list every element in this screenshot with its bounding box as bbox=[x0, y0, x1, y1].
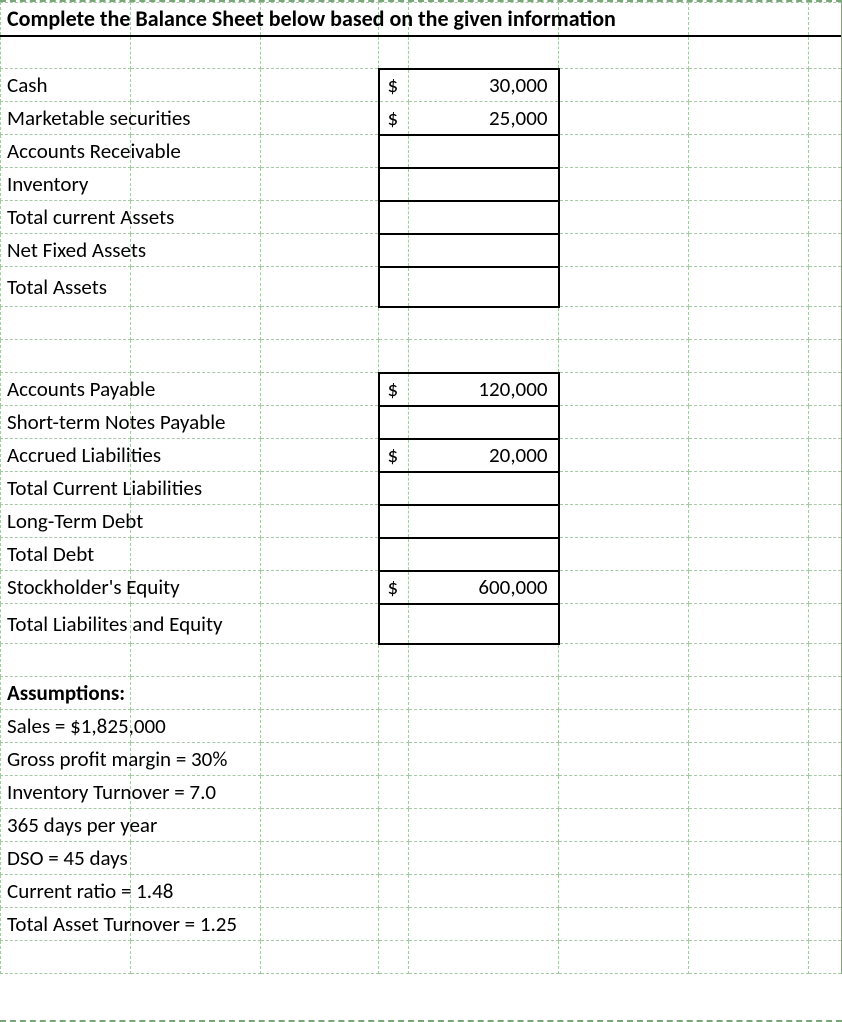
value-cash[interactable]: 30,000 bbox=[409, 69, 559, 102]
assumption-2: Inventory Turnover = 7.0 bbox=[1, 776, 131, 809]
row-assumptions-heading: Assumptions: bbox=[1, 677, 842, 710]
value-inventory[interactable] bbox=[409, 168, 559, 201]
spreadsheet: Complete the Balance Sheet below based o… bbox=[0, 0, 842, 1022]
row-assumption-5: Current ratio = 1.48 bbox=[1, 875, 842, 908]
label-net-fixed-assets: Net Fixed Assets bbox=[1, 234, 131, 267]
currency-stockholders-equity: $ bbox=[379, 571, 409, 604]
row-long-term-debt: Long-Term Debt bbox=[1, 505, 842, 538]
row-cash: Cash $ 30,000 bbox=[1, 69, 842, 102]
label-marketable-securities: Marketable securities bbox=[1, 102, 131, 135]
label-long-term-debt: Long-Term Debt bbox=[1, 505, 131, 538]
label-short-term-notes: Short-term Notes Payable bbox=[1, 406, 131, 439]
row-assumption-1: Gross profit margin = 30% bbox=[1, 743, 842, 776]
currency-marketable-securities: $ bbox=[379, 102, 409, 135]
label-total-assets: Total Assets bbox=[1, 267, 131, 307]
row-marketable-securities: Marketable securities $ 25,000 bbox=[1, 102, 842, 135]
row-assumption-3: 365 days per year bbox=[1, 809, 842, 842]
label-accounts-payable: Accounts Payable bbox=[1, 373, 131, 406]
value-accounts-payable[interactable]: 120,000 bbox=[409, 373, 559, 406]
row-total-debt: Total Debt bbox=[1, 538, 842, 571]
value-accrued-liabilities[interactable]: 20,000 bbox=[409, 439, 559, 472]
assumption-5: Current ratio = 1.48 bbox=[1, 875, 131, 908]
page-title: Complete the Balance Sheet below based o… bbox=[1, 3, 131, 36]
value-marketable-securities[interactable]: 25,000 bbox=[409, 102, 559, 135]
label-stockholders-equity: Stockholder's Equity bbox=[1, 571, 131, 604]
balance-sheet-grid: Complete the Balance Sheet below based o… bbox=[0, 2, 842, 974]
row-assumption-6: Total Asset Turnover = 1.25 bbox=[1, 908, 842, 941]
row-total-current-assets: Total current Assets bbox=[1, 201, 842, 234]
value-total-current-assets[interactable] bbox=[409, 201, 559, 234]
assumption-6: Total Asset Turnover = 1.25 bbox=[1, 908, 131, 941]
label-total-current-assets: Total current Assets bbox=[1, 201, 131, 234]
value-short-term-notes[interactable] bbox=[409, 406, 559, 439]
value-accounts-receivable[interactable] bbox=[409, 135, 559, 168]
assumption-4: DSO = 45 days bbox=[1, 842, 131, 875]
label-total-liab-equity: Total Liabilites and Equity bbox=[1, 604, 131, 644]
row-accounts-receivable: Accounts Receivable bbox=[1, 135, 842, 168]
row-total-current-liabilities: Total Current Liabilities bbox=[1, 472, 842, 505]
label-total-debt: Total Debt bbox=[1, 538, 131, 571]
value-net-fixed-assets[interactable] bbox=[409, 234, 559, 267]
row-total-liab-equity: Total Liabilites and Equity bbox=[1, 604, 842, 644]
value-total-liab-equity[interactable] bbox=[409, 604, 559, 644]
row-net-fixed-assets: Net Fixed Assets bbox=[1, 234, 842, 267]
currency-accounts-payable: $ bbox=[379, 373, 409, 406]
label-accounts-receivable: Accounts Receivable bbox=[1, 135, 131, 168]
label-accrued-liabilities: Accrued Liabilities bbox=[1, 439, 131, 472]
row-inventory: Inventory bbox=[1, 168, 842, 201]
value-total-assets[interactable] bbox=[409, 267, 559, 307]
assumption-3: 365 days per year bbox=[1, 809, 131, 842]
value-long-term-debt[interactable] bbox=[409, 505, 559, 538]
label-inventory: Inventory bbox=[1, 168, 131, 201]
row-accrued-liabilities: Accrued Liabilities $ 20,000 bbox=[1, 439, 842, 472]
assumptions-heading: Assumptions: bbox=[1, 677, 131, 710]
row-assumption-0: Sales = $1,825,000 bbox=[1, 710, 842, 743]
value-total-debt[interactable] bbox=[409, 538, 559, 571]
currency-accrued-liabilities: $ bbox=[379, 439, 409, 472]
value-stockholders-equity[interactable]: 600,000 bbox=[409, 571, 559, 604]
row-assumption-4: DSO = 45 days bbox=[1, 842, 842, 875]
title-row: Complete the Balance Sheet below based o… bbox=[1, 3, 842, 36]
label-cash: Cash bbox=[1, 69, 131, 102]
row-assumption-2: Inventory Turnover = 7.0 bbox=[1, 776, 842, 809]
value-total-current-liabilities[interactable] bbox=[409, 472, 559, 505]
assumption-0: Sales = $1,825,000 bbox=[1, 710, 131, 743]
label-total-current-liabilities: Total Current Liabilities bbox=[1, 472, 131, 505]
row-stockholders-equity: Stockholder's Equity $ 600,000 bbox=[1, 571, 842, 604]
row-total-assets: Total Assets bbox=[1, 267, 842, 307]
row-short-term-notes: Short-term Notes Payable bbox=[1, 406, 842, 439]
assumption-1: Gross profit margin = 30% bbox=[1, 743, 131, 776]
currency-cash: $ bbox=[379, 69, 409, 102]
row-accounts-payable: Accounts Payable $ 120,000 bbox=[1, 373, 842, 406]
